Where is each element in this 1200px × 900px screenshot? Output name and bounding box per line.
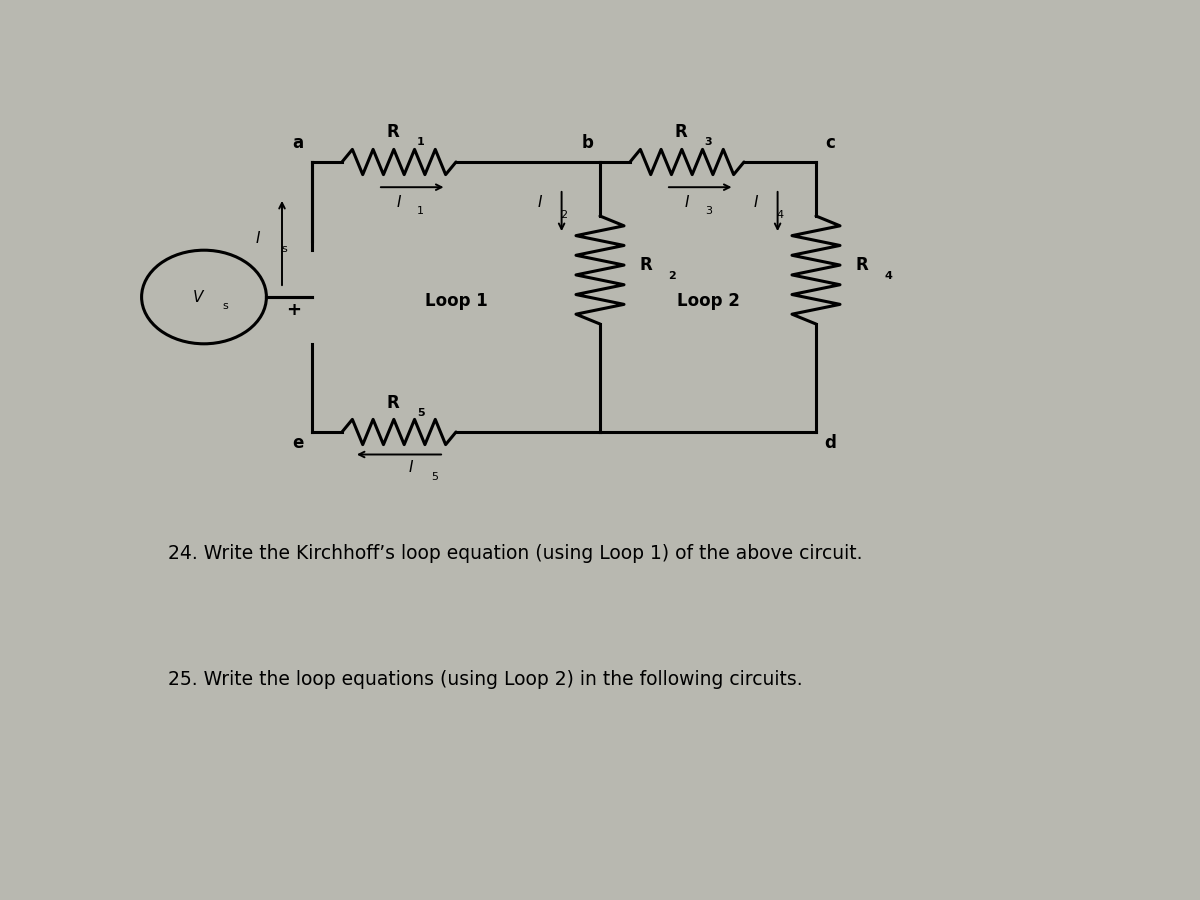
Text: Loop 1: Loop 1	[425, 292, 487, 310]
Text: I: I	[685, 195, 689, 210]
Text: 4: 4	[884, 271, 892, 281]
Text: I: I	[409, 461, 413, 475]
Text: b: b	[582, 133, 594, 151]
Text: s: s	[282, 244, 287, 254]
Text: 5: 5	[432, 472, 438, 482]
Text: 1: 1	[418, 206, 424, 216]
Text: 1: 1	[416, 137, 425, 147]
Text: I: I	[256, 231, 260, 246]
Text: c: c	[826, 133, 835, 151]
Text: I: I	[754, 195, 758, 210]
Text: 3: 3	[704, 137, 713, 147]
Text: 2: 2	[560, 210, 568, 220]
Text: 3: 3	[706, 206, 712, 216]
Text: a: a	[292, 133, 304, 151]
Text: s: s	[223, 301, 228, 311]
Text: V: V	[193, 290, 203, 304]
Text: R: R	[386, 393, 400, 411]
Text: Loop 2: Loop 2	[677, 292, 739, 310]
Text: R: R	[674, 122, 688, 140]
Text: I: I	[397, 195, 401, 210]
Text: R: R	[856, 256, 868, 274]
Text: 2: 2	[668, 271, 676, 281]
Text: 4: 4	[776, 210, 784, 220]
Text: R: R	[640, 256, 652, 274]
Text: +: +	[287, 301, 301, 319]
Text: e: e	[292, 434, 304, 452]
Text: R: R	[386, 122, 400, 140]
Text: I: I	[538, 195, 542, 210]
Text: d: d	[824, 434, 836, 452]
Text: 24. Write the Kirchhoff’s loop equation (using Loop 1) of the above circuit.: 24. Write the Kirchhoff’s loop equation …	[168, 544, 863, 563]
Text: 5: 5	[416, 408, 425, 418]
Text: 25. Write the loop equations (using Loop 2) in the following circuits.: 25. Write the loop equations (using Loop…	[168, 670, 803, 689]
